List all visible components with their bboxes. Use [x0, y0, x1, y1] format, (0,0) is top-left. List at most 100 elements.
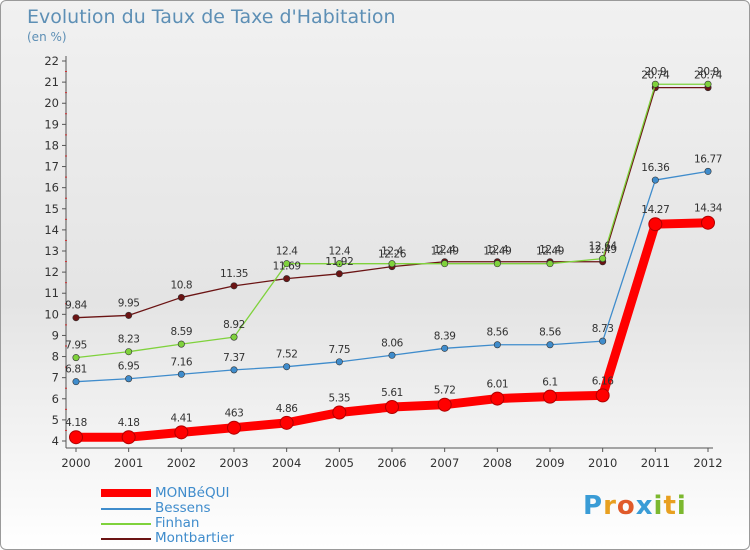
data-point: [704, 167, 712, 175]
data-label: 11.92: [325, 256, 353, 268]
data-label: 12.4: [381, 246, 403, 258]
data-point: [230, 366, 238, 374]
data-label: 12.4: [486, 244, 508, 256]
data-point: [493, 260, 501, 268]
data-label: 9.95: [118, 297, 140, 309]
data-label: 4.86: [276, 403, 298, 415]
data-label: 7.75: [328, 344, 350, 356]
data-label: 7.37: [223, 352, 245, 364]
data-label: 4.18: [118, 417, 140, 429]
data-point: [385, 400, 399, 415]
data-label: 6.16: [592, 375, 614, 387]
data-point: [283, 275, 291, 283]
data-point: [72, 354, 80, 362]
y-tick-label: 15: [44, 202, 59, 216]
y-tick-label: 4: [52, 434, 59, 448]
x-tick-label: 2004: [272, 456, 301, 470]
x-tick-label: 2009: [535, 456, 564, 470]
data-point: [546, 341, 554, 349]
data-label: 20.74: [694, 70, 723, 82]
data-label: 16.77: [694, 153, 722, 165]
data-label: 7.16: [170, 356, 192, 368]
x-tick-label: 2012: [693, 456, 722, 470]
data-point: [283, 260, 291, 268]
data-point: [595, 388, 610, 403]
data-label: 11.69: [273, 261, 301, 273]
data-label: 8.73: [592, 323, 614, 335]
legend-label-montbartier: Montbartier: [155, 530, 235, 546]
y-tick-label: 11: [44, 286, 59, 300]
x-tick-label: 2001: [114, 456, 143, 470]
x-tick-label: 2002: [167, 456, 196, 470]
legend-swatch-bessens: [101, 508, 151, 510]
data-point: [174, 425, 189, 440]
x-tick-label: 2010: [588, 456, 617, 470]
data-label: 12.26: [378, 249, 407, 261]
data-label: 5.61: [381, 387, 403, 399]
y-tick-label: 21: [44, 75, 59, 89]
y-tick-label: 22: [44, 54, 59, 68]
data-label: 6.01: [486, 379, 508, 391]
data-label: 12.49: [483, 246, 511, 258]
data-point: [701, 215, 715, 230]
data-point: [177, 293, 185, 301]
data-point: [125, 311, 133, 319]
data-point: [72, 378, 80, 386]
data-label: 12.49: [589, 244, 617, 256]
data-label: 12.49: [536, 246, 564, 258]
data-label: 9.84: [65, 300, 87, 312]
data-point: [69, 430, 83, 445]
data-label: 8.06: [381, 337, 403, 349]
data-point: [490, 391, 505, 406]
y-tick-label: 5: [52, 413, 59, 427]
legend-swatch-finhan: [101, 523, 151, 525]
data-label: 8.23: [118, 334, 140, 346]
data-label: 5.35: [328, 393, 350, 405]
data-point: [72, 314, 80, 322]
data-point: [651, 176, 659, 184]
y-tick-label: 13: [44, 244, 59, 258]
data-point: [493, 341, 501, 349]
x-tick-label: 2005: [325, 456, 354, 470]
data-label: 463: [225, 408, 244, 420]
data-point: [335, 270, 343, 278]
data-label: 16.36: [641, 162, 670, 174]
data-point: [599, 337, 607, 345]
y-tick-label: 10: [44, 307, 59, 321]
data-point: [283, 363, 291, 371]
data-point: [121, 430, 136, 445]
data-label: 14.27: [641, 204, 669, 216]
data-label: 5.72: [434, 385, 456, 397]
legend-label-monbequi: MONBéQUI: [155, 485, 230, 501]
y-tick-label: 19: [44, 117, 59, 131]
y-tick-label: 12: [44, 265, 59, 279]
x-tick-label: 2003: [219, 456, 248, 470]
data-point: [125, 375, 133, 383]
x-tick-label: 2011: [641, 456, 670, 470]
data-point: [441, 260, 449, 268]
data-label: 12.4: [276, 246, 298, 258]
data-label: 20.9: [697, 66, 719, 78]
data-label: 7.52: [276, 349, 298, 361]
chart-subtitle: (en %): [27, 30, 67, 44]
data-label: 12.49: [431, 246, 459, 258]
y-tick-label: 9: [52, 328, 59, 342]
data-point: [599, 255, 607, 263]
data-point: [335, 358, 343, 366]
data-label: 8.59: [170, 326, 192, 338]
data-label: 20.74: [641, 70, 670, 82]
y-tick-label: 17: [44, 160, 59, 174]
data-point: [388, 351, 396, 359]
data-label: 4.41: [170, 412, 192, 424]
data-label: 14.34: [694, 203, 723, 215]
data-point: [230, 282, 238, 290]
data-label: 12.64: [589, 241, 618, 253]
series-line-2: [75, 83, 709, 359]
data-point: [125, 348, 133, 356]
y-tick-label: 14: [44, 223, 59, 237]
data-point: [230, 333, 238, 341]
data-point: [437, 397, 452, 412]
legend-label-bessens: Bessens: [155, 500, 211, 516]
data-label: 6.81: [65, 364, 87, 376]
